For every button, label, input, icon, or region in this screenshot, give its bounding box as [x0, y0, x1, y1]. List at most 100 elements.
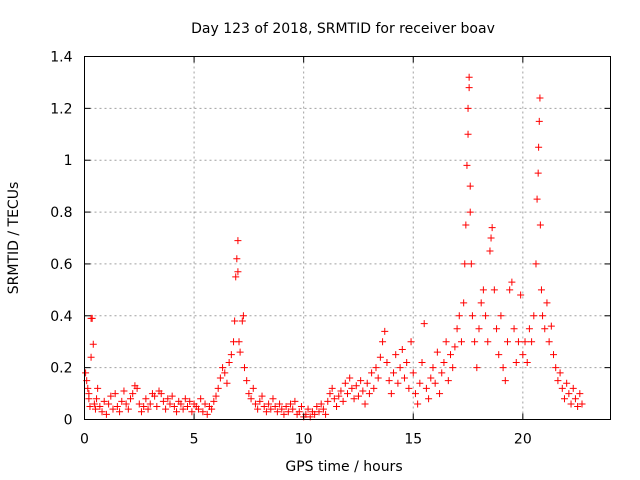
data-point — [322, 410, 330, 418]
data-point — [363, 379, 371, 387]
data-point — [350, 395, 358, 403]
grid-lines — [84, 56, 611, 420]
data-point — [523, 358, 531, 366]
data-point — [468, 312, 476, 320]
data-point — [486, 247, 494, 255]
data-point — [463, 161, 471, 169]
data-point — [240, 364, 248, 372]
data-point — [214, 384, 222, 392]
data-point — [464, 130, 472, 138]
data-point — [315, 408, 323, 416]
y-tick-label: 0.6 — [50, 257, 72, 273]
data-point — [348, 384, 356, 392]
data-point — [461, 260, 469, 268]
data-point — [438, 369, 446, 377]
x-tick-label: 20 — [514, 432, 532, 448]
data-point — [383, 358, 391, 366]
data-point — [396, 364, 404, 372]
data-point — [197, 395, 205, 403]
data-point — [271, 403, 279, 411]
data-point — [495, 351, 503, 359]
data-point — [90, 400, 98, 408]
chart-title: Day 123 of 2018, SRMTID for receiver boa… — [191, 21, 495, 37]
data-point — [482, 312, 490, 320]
data-point — [212, 392, 220, 400]
data-point — [85, 390, 93, 398]
data-point — [225, 358, 233, 366]
data-point — [490, 286, 498, 294]
data-point — [127, 395, 135, 403]
data-point — [534, 169, 542, 177]
data-point — [535, 143, 543, 151]
data-point — [449, 364, 457, 372]
data-point — [287, 400, 295, 408]
data-point — [442, 338, 450, 346]
data-point — [453, 325, 461, 333]
data-point — [333, 403, 341, 411]
data-point — [567, 400, 575, 408]
data-point — [477, 299, 485, 307]
data-point — [508, 278, 516, 286]
data-point — [425, 395, 433, 403]
y-tick-label: 0.2 — [50, 361, 72, 377]
data-point — [216, 374, 224, 382]
data-point — [276, 400, 284, 408]
data-point — [100, 397, 108, 405]
data-point — [239, 312, 247, 320]
data-point — [466, 208, 474, 216]
data-point — [235, 338, 243, 346]
data-point — [159, 397, 167, 405]
data-point — [429, 364, 437, 372]
data-point — [86, 403, 94, 411]
data-point — [359, 387, 367, 395]
data-point — [188, 408, 196, 416]
data-point — [153, 403, 161, 411]
data-point — [87, 353, 95, 361]
data-point — [140, 403, 148, 411]
data-point — [427, 374, 435, 382]
data-point — [262, 408, 270, 416]
data-point — [547, 322, 555, 330]
data-point — [533, 195, 541, 203]
data-point — [390, 369, 398, 377]
data-point — [91, 405, 99, 413]
data-point — [571, 395, 579, 403]
data-point — [387, 390, 395, 398]
data-point — [291, 397, 299, 405]
data-point — [525, 325, 533, 333]
data-point — [569, 384, 577, 392]
data-point — [94, 384, 102, 392]
data-point — [558, 384, 566, 392]
data-point — [96, 403, 104, 411]
data-point — [398, 345, 406, 353]
data-point — [576, 390, 584, 398]
data-point — [113, 403, 121, 411]
data-point — [164, 395, 172, 403]
data-point — [304, 405, 312, 413]
data-point — [574, 403, 582, 411]
data-point — [82, 369, 90, 377]
data-point — [372, 364, 380, 372]
data-point — [411, 390, 419, 398]
data-point — [431, 379, 439, 387]
data-point — [462, 221, 470, 229]
data-point — [501, 377, 509, 385]
data-point — [233, 255, 241, 263]
data-point — [317, 400, 325, 408]
data-point — [436, 390, 444, 398]
data-point — [379, 338, 387, 346]
data-point — [519, 351, 527, 359]
data-point — [460, 299, 468, 307]
data-point — [267, 405, 275, 413]
data-point — [142, 395, 150, 403]
data-point — [344, 390, 351, 398]
data-point — [324, 397, 332, 405]
data-point — [416, 379, 424, 387]
data-point — [341, 379, 349, 387]
data-point — [563, 379, 571, 387]
data-point — [451, 343, 459, 351]
data-point — [280, 410, 288, 418]
data-point — [374, 374, 382, 382]
data-point — [539, 312, 547, 320]
